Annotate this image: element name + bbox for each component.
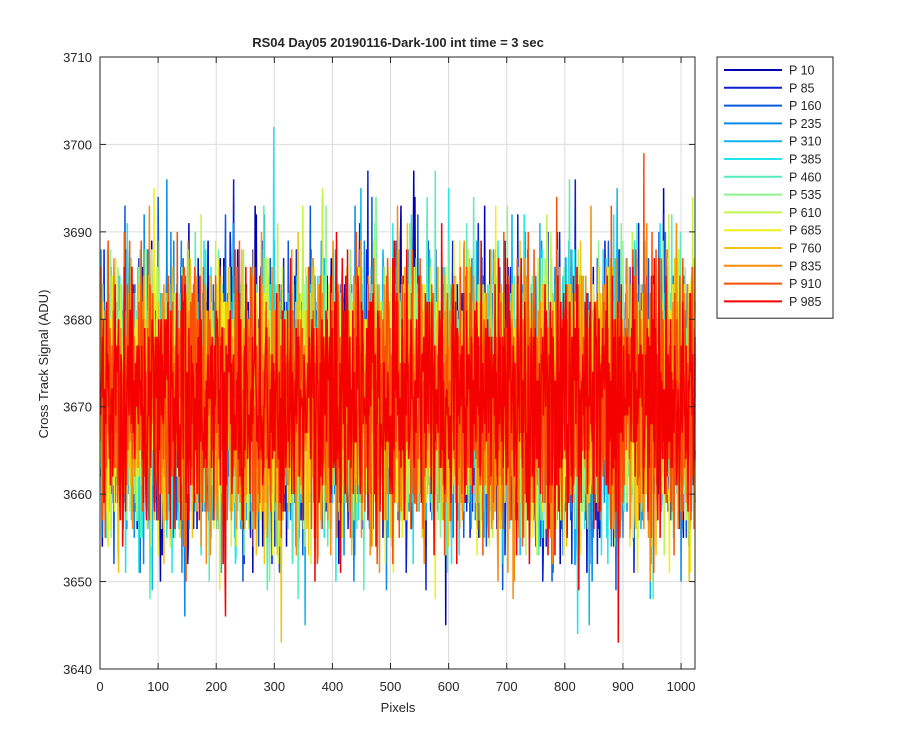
legend-item: P 685 [724,224,821,238]
legend-item: P 235 [724,117,821,131]
x-tick-label: 800 [554,679,576,694]
legend-item: P 160 [724,99,821,113]
x-tick-label: 0 [96,679,103,694]
legend-item: P 610 [724,206,821,220]
legend: P 10 P 85 P 160 P 235 P 310 P 385 P 460 P 535 P … [716,56,834,319]
y-tick-label: 3690 [63,225,92,240]
legend-box [716,56,834,319]
legend-item: P 385 [724,153,821,167]
legend-label: P 10 [789,64,815,78]
legend-label: P 535 [789,188,821,202]
x-tick-label: 200 [205,679,227,694]
legend-label: P 85 [789,81,815,95]
series-lines [99,126,696,643]
x-tick-label: 600 [438,679,460,694]
legend-label: P 160 [789,99,821,113]
legend-label: P 835 [789,259,821,273]
legend-item: P 535 [724,188,821,202]
legend-label: P 385 [789,153,821,167]
legend-item: P 985 [724,295,821,309]
y-tick-label: 3710 [63,50,92,65]
legend-label: P 610 [789,206,821,220]
y-axis-ticks: 3640 3650 3660 3670 3680 3690 3700 3710 [63,50,695,677]
x-tick-label: 900 [612,679,634,694]
chart-title: RS04 Day05 20190116-Dark-100 int time = … [252,35,544,50]
y-tick-label: 3700 [63,137,92,152]
legend-label: P 235 [789,117,821,131]
legend-label: P 460 [789,170,821,184]
series-line [99,223,696,643]
legend-item: P 835 [724,259,821,273]
legend-label: P 685 [789,224,821,238]
x-tick-label: 500 [380,679,402,694]
legend-item: P 460 [724,170,821,184]
x-axis-label: Pixels [381,700,416,715]
legend-item: P 760 [724,242,821,256]
x-tick-label: 100 [147,679,169,694]
y-tick-label: 3650 [63,575,92,590]
legend-label: P 760 [789,242,821,256]
y-axis-label: Cross Track Signal (ADU) [36,290,51,439]
y-tick-label: 3680 [63,312,92,327]
legend-label: P 985 [789,295,821,309]
x-tick-label: 300 [263,679,285,694]
x-tick-label: 700 [496,679,518,694]
legend-item: P 10 [724,64,815,78]
legend-item: P 310 [724,135,821,149]
axes-frame [99,56,696,670]
y-tick-label: 3660 [63,487,92,502]
y-tick-label: 3640 [63,662,92,677]
y-tick-label: 3670 [63,400,92,415]
legend-items: P 10 P 85 P 160 P 235 P 310 P 385 P 460 P 535 P … [724,64,821,309]
x-tick-label: 400 [322,679,344,694]
legend-label: P 910 [789,277,821,291]
x-axis-ticks: 0 100 200 300 400 500 600 700 800 900 1000 [96,57,696,694]
legend-item: P 85 [724,81,815,95]
x-tick-label: 1000 [667,679,696,694]
legend-item: P 910 [724,277,821,291]
legend-label: P 310 [789,135,821,149]
